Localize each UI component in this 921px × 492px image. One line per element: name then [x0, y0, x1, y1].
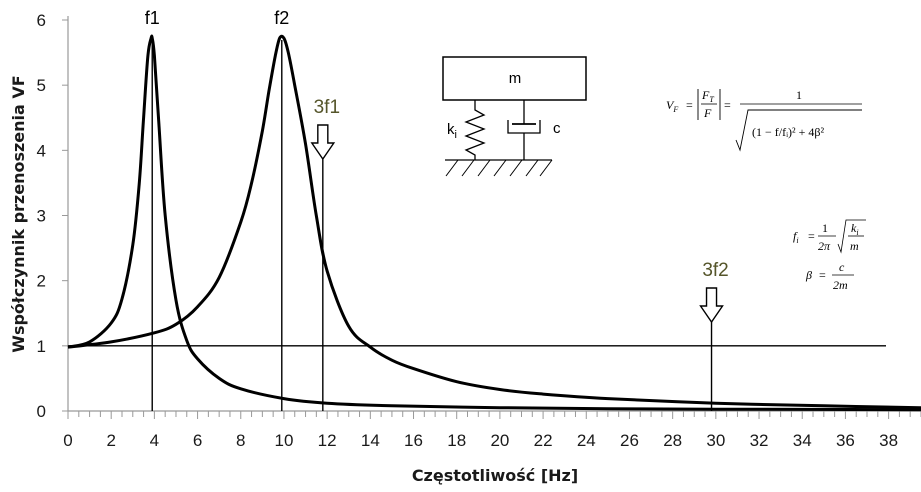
x-tick-label: 10 — [274, 431, 293, 450]
axes — [67, 16, 921, 412]
y-tick-label: 1 — [37, 337, 46, 356]
x-tick-label: 38 — [879, 431, 898, 450]
formula-vf-num: FT — [701, 88, 714, 104]
x-tick-label: 26 — [620, 431, 639, 450]
vertical-markers: f1 f2 3f1 3f2 — [145, 8, 729, 411]
formula-fi-lhs: fi — [793, 229, 799, 245]
formula-beta-lhs: β — [805, 268, 812, 282]
y-axis-ticks: 0 1 2 3 4 5 6 — [37, 11, 68, 421]
x-tick-label: 16 — [404, 431, 423, 450]
down-arrow-icon — [699, 287, 724, 324]
x-tick-label: 20 — [490, 431, 509, 450]
x-tick-label: 24 — [577, 431, 596, 450]
marker-label: 3f2 — [702, 260, 728, 281]
marker-label: f1 — [145, 8, 160, 28]
x-tick-label: 18 — [447, 431, 466, 450]
formula-vf-eq2: = — [724, 98, 731, 112]
formula-beta-den: 2m — [833, 278, 848, 292]
ground-icon — [445, 159, 553, 177]
x-tick-label: 28 — [663, 431, 682, 450]
mass-block — [442, 56, 587, 101]
x-axis-title: Częstotliwość [Hz] — [412, 466, 578, 485]
x-tick-label: 8 — [236, 431, 245, 450]
x-tick-label: 34 — [793, 431, 812, 450]
svg-text:=: = — [819, 268, 826, 282]
formula-fi-2pi: 2π — [818, 239, 831, 253]
series-line-2 — [67, 34, 921, 410]
formula-beta-num: c — [839, 260, 845, 274]
down-arrow-icon — [310, 124, 336, 161]
series-line-1 — [67, 34, 921, 412]
x-tick-label: 6 — [193, 431, 202, 450]
x-axis-ticks: 0 2 4 6 8 10 12 14 16 18 20 22 24 26 28 30 32 34 36 38 — [63, 411, 921, 450]
damper-icon — [507, 100, 541, 160]
marker-label: 3f1 — [314, 97, 340, 118]
spring-icon — [464, 100, 486, 160]
y-tick-label: 4 — [37, 141, 46, 160]
x-tick-label: 12 — [318, 431, 337, 450]
y-tick-label: 5 — [37, 76, 46, 95]
y-tick-label: 0 — [37, 402, 46, 421]
y-tick-label: 3 — [37, 207, 46, 226]
x-tick-label: 0 — [63, 431, 72, 450]
spring-label: ki — [447, 121, 457, 141]
x-tick-label: 32 — [750, 431, 769, 450]
formula-fi-one: 1 — [822, 221, 828, 235]
formula-vf-den: F — [703, 106, 712, 120]
formula-vf-lhs: VF — [666, 98, 678, 114]
formula-vf-one: 1 — [796, 88, 802, 102]
damper-label: c — [553, 120, 561, 137]
y-tick-label: 6 — [37, 11, 46, 30]
transmissibility-formula: VF = FT F = 1 (1 − f/fᵢ)² + 4β² — [666, 88, 862, 152]
formula-fi-den: m — [850, 239, 859, 253]
x-tick-label: 30 — [706, 431, 725, 450]
x-tick-label: 36 — [836, 431, 855, 450]
formula-vf-inner: (1 − f/fᵢ)² + 4β² — [752, 125, 825, 139]
x-tick-label: 22 — [534, 431, 553, 450]
x-tick-label: 4 — [150, 431, 159, 450]
svg-text:=: = — [808, 229, 815, 243]
formula-fi-num: ki — [851, 221, 859, 237]
series-lines — [67, 34, 921, 412]
x-tick-label: 14 — [361, 431, 380, 450]
formula-vf-eq: = — [686, 98, 693, 112]
x-tick-label: 2 — [106, 431, 115, 450]
marker-label: f2 — [274, 8, 289, 28]
y-tick-label: 2 — [37, 272, 46, 291]
damping-ratio-formula: β = c 2m — [805, 260, 854, 292]
mass-label: m — [509, 70, 522, 87]
mass-spring-damper-diagram: m ki c — [442, 56, 587, 177]
y-axis-title: Współczynnik przenoszenia VF — [9, 75, 28, 352]
natural-frequency-formula: fi = 1 2π ki m — [793, 219, 866, 254]
